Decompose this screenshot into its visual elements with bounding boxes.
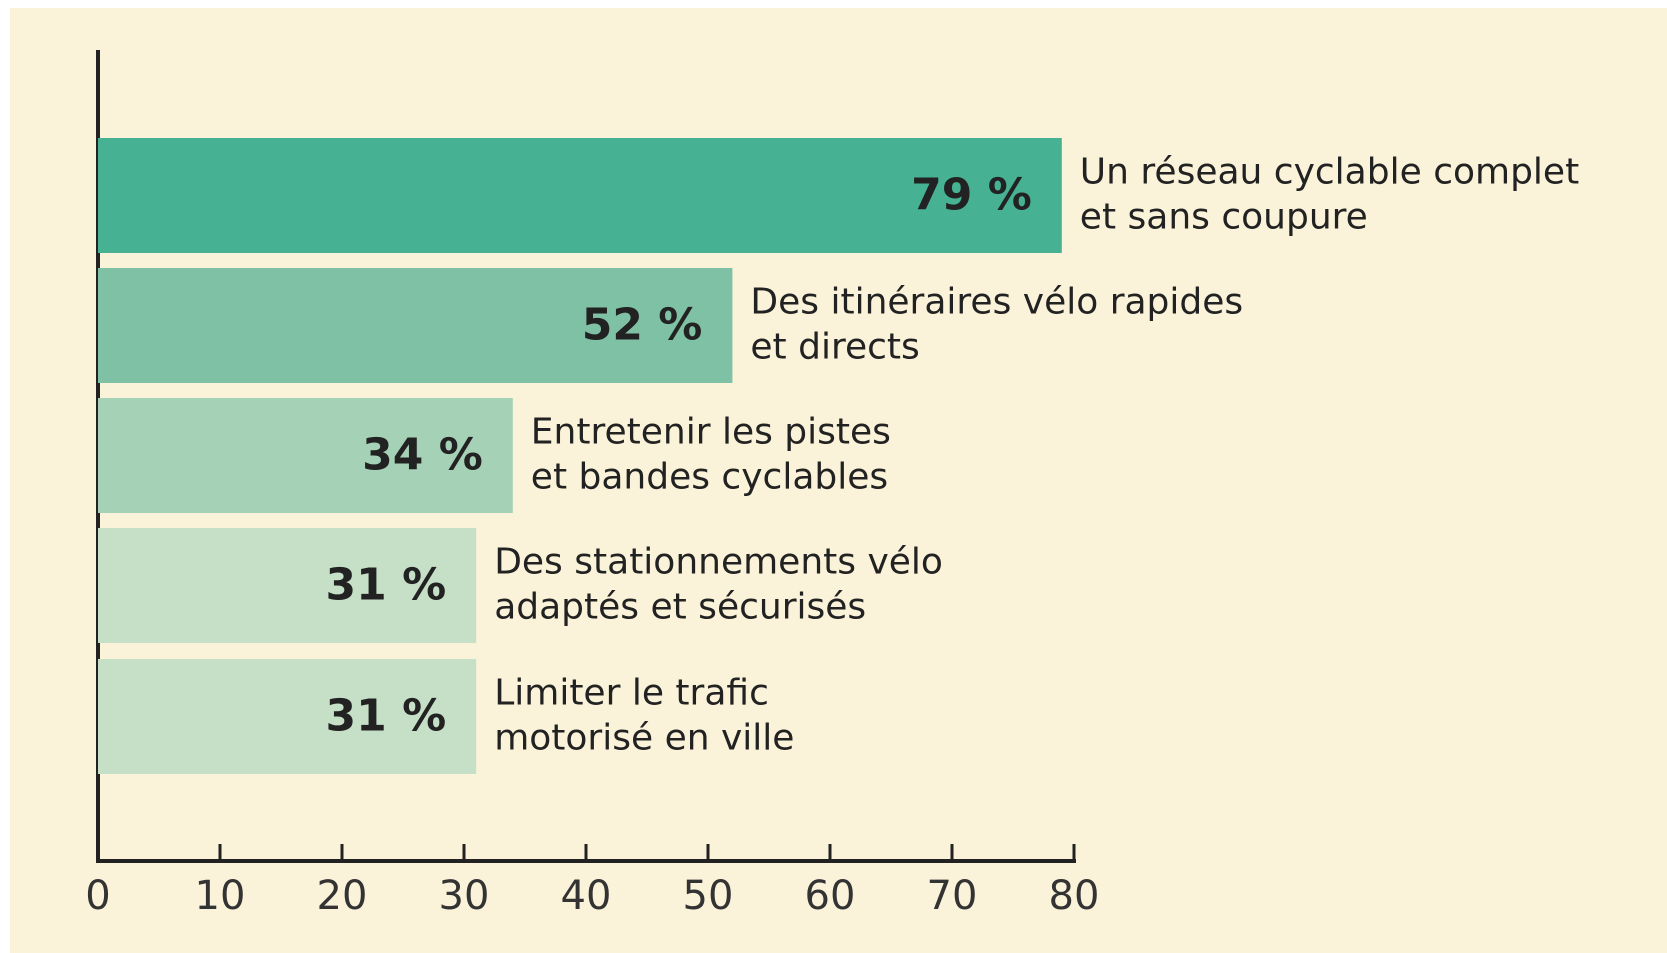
bar	[98, 528, 477, 643]
value-label: 79 %	[911, 170, 1032, 221]
x-tick-label: 0	[85, 873, 110, 919]
x-tick-label: 20	[317, 873, 368, 919]
value-label: 31 %	[326, 691, 447, 742]
category-label: et sans coupure	[1080, 197, 1368, 238]
category-label: adaptés et sécurisés	[494, 587, 866, 628]
x-tick-label: 70	[927, 873, 978, 919]
x-tick-label: 50	[683, 873, 734, 919]
x-tick-label: 40	[561, 873, 612, 919]
category-label: Des itinéraires vélo rapides	[750, 282, 1243, 323]
x-tick-label: 10	[195, 873, 246, 919]
category-label: Limiter le trafic	[494, 673, 769, 714]
bar	[98, 659, 477, 774]
bar	[98, 138, 1062, 253]
bar	[98, 398, 513, 513]
value-label: 34 %	[362, 430, 483, 481]
value-label: 52 %	[582, 300, 703, 351]
x-tick-label: 80	[1049, 873, 1100, 919]
category-label: Un réseau cyclable complet	[1080, 152, 1579, 193]
x-tick-label: 60	[805, 873, 856, 919]
bar	[98, 268, 733, 383]
category-label: motorisé en ville	[494, 718, 794, 759]
category-label: et directs	[750, 327, 919, 368]
x-tick-label: 30	[439, 873, 490, 919]
category-label: et bandes cyclables	[531, 457, 888, 498]
category-label: Entretenir les pistes	[531, 412, 891, 453]
value-label: 31 %	[326, 560, 447, 611]
category-label: Des stationnements vélo	[494, 542, 943, 583]
